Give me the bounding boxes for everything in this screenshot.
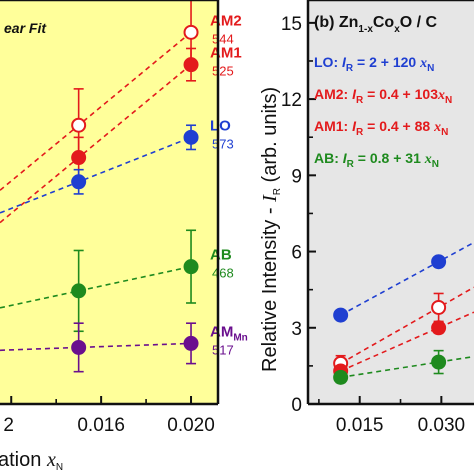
series-tag: 468	[212, 266, 234, 281]
data-point-lo	[183, 129, 199, 145]
data-point-am2	[71, 117, 87, 133]
left-x-axis-title: ation xN	[0, 449, 63, 473]
legend-equation: AM2: IR = 0.4 + 103xN	[314, 86, 452, 106]
data-point-am	[71, 339, 87, 355]
data-point-am1	[431, 320, 447, 336]
legend-equation: LO: IR = 2 + 120 xN	[314, 54, 434, 74]
right-panel: 0 3 6 9 12 15 0.015 0.030 (b) Zn1-xCoxO / C LO:…	[259, 0, 474, 436]
data-point-lo	[431, 254, 447, 270]
series-label: AB	[210, 247, 232, 264]
fit-line-ab	[0, 265, 192, 309]
fit-line-am2	[340, 286, 474, 365]
x-tick-label: 2	[3, 415, 14, 436]
series-label: AM2	[210, 12, 242, 29]
y-tick-label: 12	[281, 90, 302, 111]
data-point-ab	[183, 259, 199, 275]
data-point-lo	[71, 174, 87, 190]
x-tick-label: 0.015	[336, 415, 384, 436]
data-point-lo	[333, 307, 349, 323]
series-label: AMMn	[210, 323, 248, 343]
data-point-am1	[183, 57, 199, 73]
fit-annotation: ear Fit	[4, 20, 47, 36]
series-tag: 525	[212, 64, 234, 79]
fit-line-lo	[340, 241, 474, 316]
fit-line-lo	[0, 136, 192, 214]
right-plot-background	[308, 0, 474, 404]
series-tag: 517	[212, 342, 234, 357]
data-point-am1	[71, 150, 87, 166]
data-point-ab	[71, 283, 87, 299]
fit-line-am	[0, 342, 192, 352]
y-tick-label: 0	[291, 395, 302, 416]
series-label: AM1	[210, 45, 242, 62]
x-tick-label: 0.020	[167, 415, 215, 436]
y-tick-label: 9	[291, 166, 302, 187]
right-title: (b) Zn1-xCoxO / C	[314, 14, 438, 35]
right-y-axis-title: Relative Intensity - IR (arb. units)	[259, 87, 283, 372]
series-label: LO	[210, 117, 231, 134]
fit-line-am1	[340, 311, 474, 372]
data-point-ab	[333, 369, 349, 385]
data-point-am2	[431, 299, 447, 315]
y-tick-label: 15	[281, 14, 302, 35]
x-tick-label: 0.016	[77, 415, 125, 436]
data-point-am2	[183, 24, 199, 40]
legend-equation: AM1: IR = 0.4 + 88 xN	[314, 118, 448, 138]
series-tag: 573	[212, 136, 234, 151]
legend-equation: AB: IR = 0.8 + 31 xN	[314, 150, 439, 170]
fit-line-ab	[340, 355, 474, 379]
y-tick-label: 3	[291, 319, 302, 340]
data-point-ab	[431, 354, 447, 370]
x-tick-label: 0.030	[418, 415, 466, 436]
y-tick-label: 6	[291, 243, 302, 264]
data-point-am	[183, 335, 199, 351]
left-plot-background	[0, 0, 218, 404]
